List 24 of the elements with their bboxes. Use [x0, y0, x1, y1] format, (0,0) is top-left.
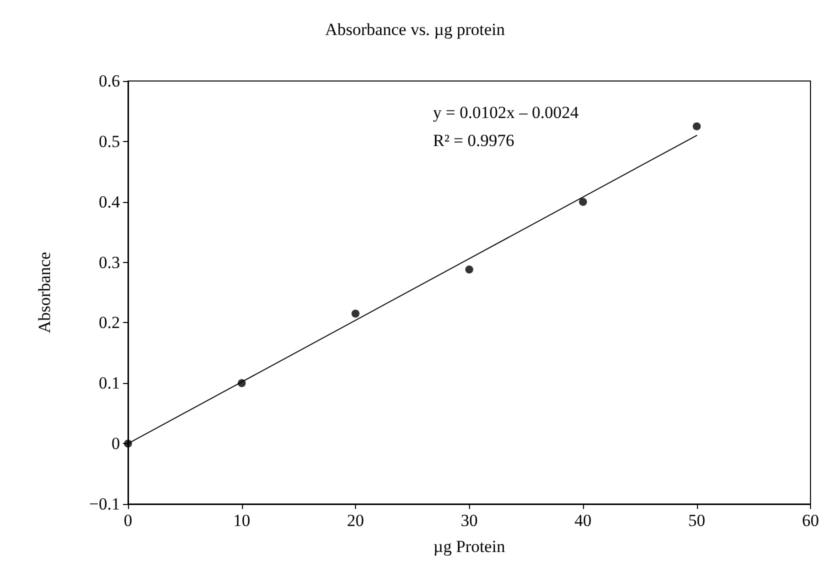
y-tick-label: −0.1	[89, 494, 120, 514]
y-axis-title: Absorbance	[35, 252, 54, 334]
point	[579, 198, 587, 206]
y-tick-label: 0.5	[98, 132, 120, 151]
y-tick-label: 0	[112, 434, 120, 454]
chart-title: Absorbance vs. µg protein	[325, 20, 506, 39]
x-tick-label: 10	[233, 511, 250, 530]
y-tick-label: 0.6	[98, 72, 120, 90]
point	[692, 122, 701, 130]
x-tick-label: 30	[460, 511, 478, 530]
y-tick-label: 0.4	[98, 192, 120, 212]
point	[352, 310, 360, 318]
x-tick-label: 50	[688, 511, 706, 530]
annotation: R² = 0.9976	[432, 131, 514, 150]
annotation: y = 0.0102x – 0.0024	[432, 103, 580, 122]
x-axis-title: µg Protein	[433, 537, 506, 556]
x-tick-label: 20	[347, 511, 364, 530]
x-tick-label: 0	[124, 511, 132, 530]
point	[465, 266, 474, 274]
y-tick-label: 0.1	[98, 374, 120, 393]
x-tick-label: 40	[574, 511, 592, 530]
y-tick-label: 0.2	[98, 313, 120, 332]
y-tick-label: 0.3	[98, 252, 120, 272]
x-tick-label: 60	[802, 511, 819, 530]
